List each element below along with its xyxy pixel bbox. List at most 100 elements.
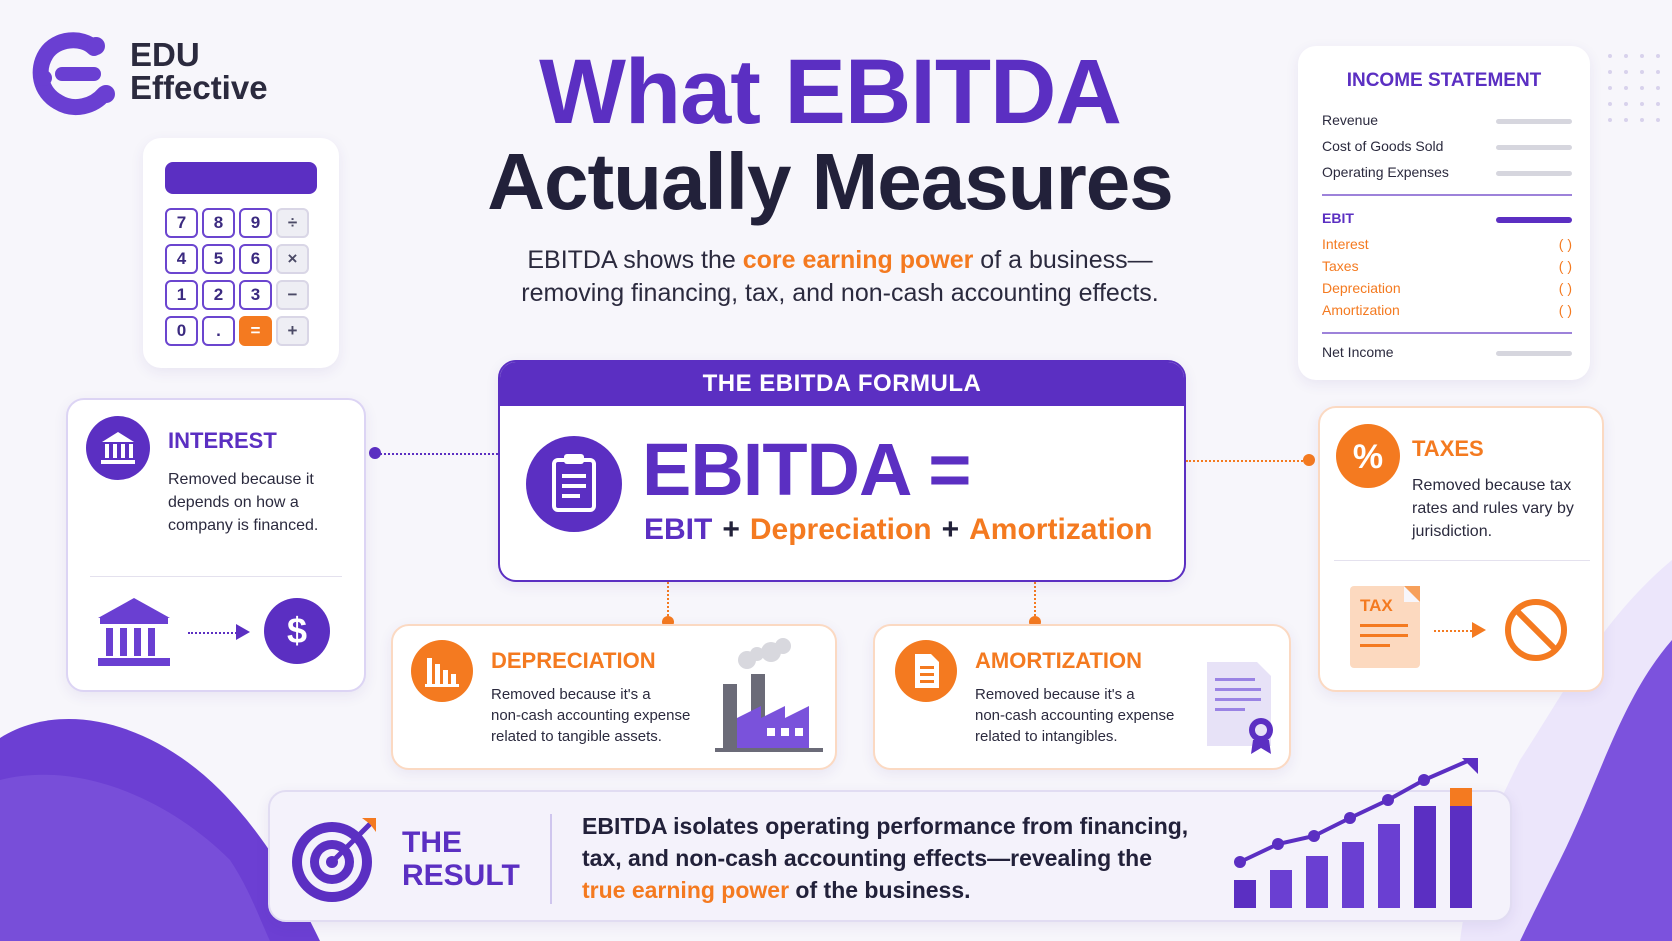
result-text: EBITDA isolates operating performance fr… [582,810,1222,906]
document-icon [895,640,957,702]
calculator-key: 8 [202,208,235,238]
ebitda-formula-card: THE EBITDA FORMULA EBITDA = EBIT + Depreci… [498,360,1186,582]
calculator-illustration: 7 8 9 ÷ 4 5 6 × 1 2 3− 0. = + [143,138,339,368]
percent-icon: % [1336,424,1400,488]
tax-document-icon: TAX [1350,586,1420,668]
amortization-body-line: non-cash accounting expense [975,707,1175,724]
formula-depreciation: Depreciation [749,513,932,546]
arrow-right-icon [236,624,250,640]
result-separator [550,814,552,904]
amortization-body-line: related to intangibles. [975,728,1118,745]
depreciation-body-line: Removed because it's a [491,686,651,703]
formula-rhs: EBIT + Depreciation + Amortization [644,510,1152,550]
calculator-screen [165,162,317,194]
income-statement-card: INCOME STATEMENT Revenue Cost of Goods S… [1298,46,1590,380]
calculator-key: 0 [165,316,198,346]
connector-interest [376,453,498,455]
income-row-label: EBIT [1322,210,1354,226]
brand-line-1: EDU [130,36,200,73]
income-row-label: Depreciation [1322,280,1401,296]
interest-body: Removed because it depends on how a comp… [168,471,319,534]
interest-title: INTEREST [168,428,277,453]
income-row-paren: ( ) [1558,302,1572,318]
income-row-label: Interest [1322,236,1369,252]
result-text-line-3-rest: of the business. [789,877,971,903]
target-icon [292,818,376,902]
brand-line-2: Effective [130,69,268,106]
factory-icon [715,638,823,752]
calculator-key: 2 [202,280,235,310]
calculator-key: 4 [165,244,198,274]
income-row-amortization: Amortization ( ) [1322,302,1572,322]
income-row-interest: Interest ( ) [1322,236,1572,256]
income-divider [1322,332,1572,334]
subtitle-line-2: removing financing, tax, and non-cash ac… [521,279,1159,307]
taxes-body: Removed because tax rates and rules vary… [1412,477,1574,540]
formula-lhs: EBITDA = [642,428,971,511]
income-row-label: Net Income [1322,344,1394,360]
formula-heading: THE EBITDA FORMULA [500,362,1184,406]
certificate-icon [1207,662,1273,754]
svg-text:%: % [1353,438,1383,476]
interest-card: INTEREST Removed because it depends on h… [66,398,366,692]
taxes-card: % TAXES Removed because tax rates and ru… [1318,406,1604,692]
depreciation-body-line: non-cash accounting expense [491,707,691,724]
income-row-depreciation: Depreciation ( ) [1322,280,1572,300]
calculator-key: 7 [165,208,198,238]
calculator-key: × [276,244,309,274]
taxes-title: TAXES [1412,436,1484,461]
subtitle-part-2: of a business— [973,246,1153,274]
calculator-key: − [276,280,309,310]
depreciation-body: Removed because it's a non-cash accounti… [491,684,690,747]
brand-name: EDU Effective [130,38,268,104]
income-row-opex: Operating Expenses [1322,164,1572,184]
formula-plus: + [941,513,960,546]
page-subtitle: EBITDA shows the core earning power of a… [430,244,1250,310]
formula-amortization: Amortization [969,513,1153,546]
depreciation-title: DEPRECIATION [491,648,656,673]
amortization-body-line: Removed because it's a [975,686,1135,703]
income-row-bar [1496,217,1572,223]
income-statement-title: INCOME STATEMENT [1346,70,1542,91]
calculator-key: 6 [239,244,272,274]
logo-mark-icon [32,32,115,116]
income-row-bar [1496,119,1572,124]
amortization-card: AMORTIZATION Removed because it's a non-… [873,624,1291,770]
result-title-line-2: RESULT [402,859,520,892]
depreciation-body-line: related to tangible assets. [491,728,662,745]
income-row-paren: ( ) [1558,258,1572,274]
result-highlight: true earning power [582,877,790,903]
connector-amortization [1034,582,1036,624]
connector-dot [369,447,381,459]
formula-plus: + [722,513,740,546]
income-row-label: Amortization [1322,302,1400,318]
dollar-icon: $ [264,598,330,664]
income-row-label: Cost of Goods Sold [1322,138,1444,154]
bank-icon [86,416,150,480]
result-text-line-3: true earning power of the business. [582,874,1222,906]
bar-chart-icon [411,640,473,702]
flow-arrow-line [188,632,240,634]
bank-building-icon [98,598,170,666]
income-row-label: Operating Expenses [1322,164,1449,180]
income-row-revenue: Revenue [1322,112,1572,132]
income-row-label: Taxes [1322,258,1359,274]
page-title-line-2: Actually Measures [487,137,1174,226]
income-divider [1322,194,1572,196]
calculator-key: ÷ [276,208,309,238]
connector-taxes [1186,460,1310,462]
card-divider [1334,560,1590,561]
result-title: THE RESULT [402,826,520,892]
growth-chart-icon [1234,758,1478,908]
amortization-body: Removed because it's a non-cash accounti… [975,684,1174,747]
subtitle-highlight: core earning power [742,246,974,274]
calculator-key: = [239,316,272,346]
card-divider [90,576,342,577]
prohibited-icon [1505,599,1567,661]
page-title-line-1: What EBITDA [539,41,1122,143]
income-row-taxes: Taxes ( ) [1322,258,1572,278]
income-row-paren: ( ) [1558,236,1572,252]
clipboard-icon [526,436,622,532]
income-row-ebit: EBIT [1322,210,1572,230]
